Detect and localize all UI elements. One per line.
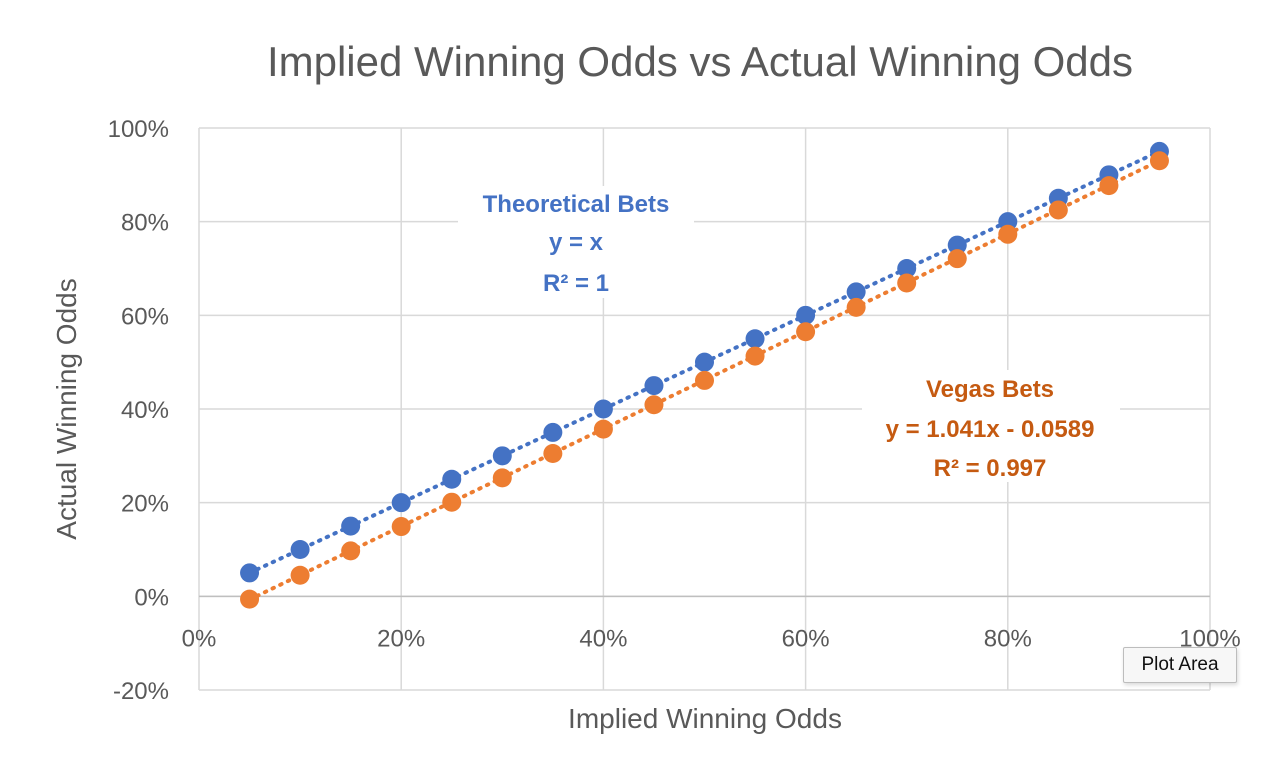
x-tick-label: 80% (984, 625, 1032, 652)
data-point-series-2 (492, 468, 512, 488)
data-point-series-2 (442, 492, 462, 512)
data-point-series-1 (846, 282, 866, 302)
data-point-series-1 (695, 352, 714, 372)
data-point-series-2 (644, 395, 664, 415)
data-point-series-2 (1099, 176, 1119, 196)
x-tick-label: 0% (182, 625, 217, 652)
y-tick-label: 0% (134, 584, 169, 611)
data-point-series-2 (593, 419, 613, 439)
y-tick-label: 20% (121, 491, 169, 518)
y-tick-label: 80% (121, 210, 169, 237)
tick-labels: -20%0%20%40%60%80%100%0% 20% 40% 60% 80% 100% (108, 116, 1241, 705)
data-point-series-1 (290, 540, 310, 559)
annotation-vegas-equation: y = 1.041x - 0.0589 (886, 416, 1095, 443)
data-point-series-1 (745, 329, 765, 349)
data-point-series-2 (1149, 151, 1169, 171)
data-point-series-1 (796, 305, 816, 325)
data-point-series-2 (290, 565, 310, 585)
data-point-series-1 (897, 259, 917, 278)
x-tick-label: 60% (782, 625, 830, 652)
data-point-series-2 (745, 346, 765, 366)
data-point-series-2 (947, 249, 967, 269)
data-point-series-1 (341, 516, 361, 536)
data-point-series-1 (644, 376, 664, 396)
data-point-series-2 (240, 589, 260, 609)
data-point-series-1 (391, 493, 411, 513)
annotation-vegas-r2: R² = 0.997 (934, 455, 1047, 482)
annotation-theoretical-equation: y = x (549, 229, 604, 256)
data-point-series-2 (846, 297, 866, 317)
data-point-series-1 (240, 563, 260, 583)
chart-title: Implied Winning Odds vs Actual Winning O… (267, 38, 1133, 85)
data-point-series-1 (947, 235, 967, 255)
data-point-series-2 (341, 541, 361, 561)
annotation-vegas-name: Vegas Bets (926, 376, 1054, 403)
data-points (240, 141, 1169, 609)
y-axis-title: Actual Winning Odds (51, 278, 82, 539)
annotation-theoretical-r2: R² = 1 (543, 270, 609, 297)
x-axis-title: Implied Winning Odds (568, 703, 842, 734)
data-point-series-1 (442, 469, 462, 489)
data-point-series-2 (391, 517, 411, 537)
data-point-series-2 (796, 322, 816, 342)
x-tick-label: 20% (377, 625, 425, 652)
y-tick-label: 100% (108, 116, 169, 143)
annotation-theoretical: Theoretical Bets y = x R² = 1 (458, 186, 694, 298)
data-point-series-2 (998, 224, 1018, 244)
y-tick-label: -20% (113, 678, 169, 705)
data-point-series-2 (897, 273, 917, 293)
annotation-vegas: Vegas Bets y = 1.041x - 0.0589 R² = 0.99… (862, 370, 1120, 482)
x-tick-label: 40% (579, 625, 627, 652)
plot-area-tooltip: Plot Area (1123, 647, 1237, 683)
data-point-series-2 (695, 370, 714, 390)
data-point-series-1 (593, 399, 613, 419)
data-point-series-1 (492, 446, 512, 466)
data-point-series-2 (1048, 200, 1068, 220)
y-tick-label: 40% (121, 397, 169, 424)
data-point-series-1 (543, 422, 563, 442)
data-point-series-2 (543, 443, 563, 463)
y-tick-label: 60% (121, 303, 169, 330)
annotation-theoretical-name: Theoretical Bets (483, 191, 670, 218)
